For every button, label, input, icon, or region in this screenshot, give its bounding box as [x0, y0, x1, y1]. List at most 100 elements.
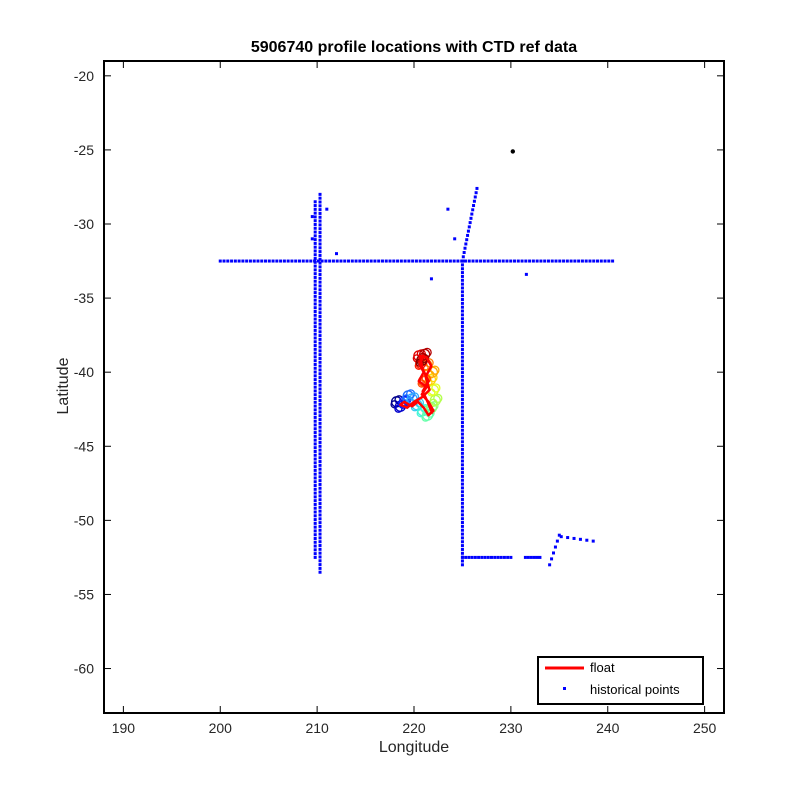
historical-point [318, 284, 322, 288]
historical-point [578, 537, 582, 541]
historical-point [358, 259, 362, 263]
historical-point [528, 259, 532, 263]
historical-point [565, 259, 569, 263]
historical-point [607, 259, 611, 263]
historical-point [335, 252, 338, 256]
historical-point [460, 436, 464, 440]
legend-float-label: float [590, 660, 615, 675]
historical-point [313, 461, 317, 465]
historical-point [318, 521, 322, 525]
historical-point [399, 259, 403, 263]
historical-point [313, 397, 317, 401]
historical-point [286, 259, 290, 263]
historical-point [310, 237, 314, 241]
historical-point [460, 432, 464, 436]
historical-point [318, 334, 322, 338]
historical-point [497, 259, 501, 263]
historical-point [473, 195, 477, 199]
historical-point [313, 438, 317, 442]
historical-point [572, 536, 576, 540]
historical-point [460, 471, 464, 475]
historical-point [313, 472, 317, 476]
historical-point [460, 367, 464, 371]
historical-point [552, 551, 555, 555]
historical-point [318, 318, 322, 322]
float-profile-point [416, 409, 425, 418]
historical-point [252, 259, 256, 263]
historical-point [313, 317, 317, 321]
historical-point [318, 437, 322, 441]
historical-point [313, 264, 317, 268]
historical-point [313, 257, 317, 261]
historical-point [464, 555, 468, 559]
x-axis: 190 200 210 220 230 240 250 [112, 61, 717, 736]
historical-point [260, 259, 264, 263]
historical-point [347, 259, 351, 263]
historical-point [460, 282, 464, 286]
historical-point [318, 372, 322, 376]
historical-point [384, 259, 388, 263]
historical-point [529, 555, 533, 559]
historical-point [318, 196, 322, 200]
historical-point [460, 459, 464, 463]
historical-point [460, 386, 464, 390]
historical-point [448, 259, 452, 263]
historical-point [318, 398, 322, 402]
historical-point [318, 421, 322, 425]
historical-point [453, 237, 457, 241]
historical-point [313, 275, 317, 279]
historical-point [318, 391, 322, 395]
historical-point [318, 200, 322, 204]
historical-point [318, 524, 322, 528]
historical-point [310, 215, 314, 219]
y-tick-label: -50 [74, 512, 94, 528]
historical-point [313, 434, 317, 438]
historical-point [318, 322, 322, 326]
historical-point [294, 259, 298, 263]
historical-point [318, 295, 322, 299]
historical-point [313, 468, 317, 472]
historical-point [460, 517, 464, 521]
historical-point [313, 400, 317, 404]
historical-point [548, 563, 552, 567]
historical-point [318, 433, 322, 437]
y-tick-label: -35 [74, 290, 94, 306]
historical-point [318, 292, 322, 296]
historical-point [318, 246, 322, 250]
historical-point [318, 418, 322, 422]
historical-point [318, 261, 322, 265]
historical-point [460, 259, 464, 263]
historical-point [470, 555, 474, 559]
historical-point [313, 491, 317, 495]
historical-point [318, 242, 322, 246]
y-tick-label: -25 [74, 142, 94, 158]
y-tick-label: -30 [74, 216, 94, 232]
historical-point [479, 259, 483, 263]
float-profile-point [431, 383, 441, 393]
historical-point [460, 374, 464, 378]
historical-point [313, 219, 317, 223]
historical-point [520, 259, 524, 263]
historical-point [550, 557, 554, 561]
historical-point [328, 259, 332, 263]
historical-point [473, 555, 477, 559]
historical-point [230, 259, 234, 263]
historical-point [460, 278, 464, 282]
historical-point [418, 259, 422, 263]
historical-point [467, 225, 471, 229]
historical-point [318, 475, 322, 479]
historical-point [313, 427, 317, 431]
historical-point [318, 211, 322, 215]
historical-point [318, 208, 322, 212]
y-tick-label: -45 [74, 438, 94, 454]
historical-point [411, 259, 415, 263]
historical-point [460, 544, 464, 548]
historical-point [482, 259, 486, 263]
historical-point [313, 449, 317, 453]
historical-point [441, 259, 445, 263]
historical-point [313, 355, 317, 359]
historical-point [555, 539, 559, 543]
historical-point [318, 570, 322, 574]
historical-point [472, 204, 476, 208]
